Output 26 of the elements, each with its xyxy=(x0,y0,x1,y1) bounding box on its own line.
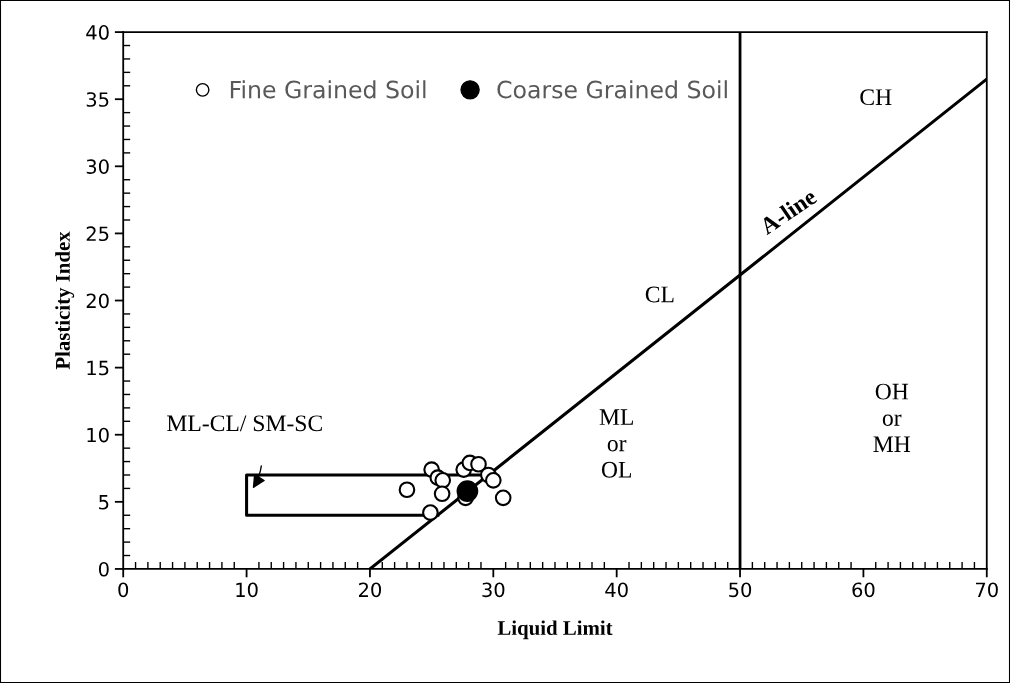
y-tick-label: 30 xyxy=(86,159,109,174)
y-tick-label: 5 xyxy=(99,495,109,510)
x-tick-label: 10 xyxy=(236,582,258,598)
x-tick-label: 0 xyxy=(118,582,129,598)
legend-label: Coarse Grained Soil xyxy=(497,80,727,99)
y-tick-label: 35 xyxy=(86,92,109,107)
annotation: CL xyxy=(645,286,674,303)
x-tick-label: 60 xyxy=(852,582,875,598)
annotation: ML-CL/ SM-SC xyxy=(167,415,322,432)
annotation: ML or OL xyxy=(599,409,633,478)
annotation: OH or MH xyxy=(873,383,911,452)
y-tick-label: 15 xyxy=(87,360,109,376)
x-tick-label: 30 xyxy=(482,582,505,598)
x-axis-title: Liquid Limit xyxy=(497,620,613,640)
y-axis-title: Plasticity Index xyxy=(55,231,75,370)
x-tick-label: 20 xyxy=(359,582,382,598)
y-tick-label: 20 xyxy=(86,293,109,309)
y-tick-label: 0 xyxy=(98,561,109,577)
y-tick-label: 40 xyxy=(86,25,109,40)
x-tick-label: 50 xyxy=(729,582,752,598)
y-tick-label: 25 xyxy=(86,226,109,242)
y-tick-label: 10 xyxy=(87,427,109,443)
x-tick-label: 70 xyxy=(975,582,998,598)
annotation: CH xyxy=(860,89,892,106)
legend-label: Fine Grained Soil xyxy=(230,80,426,99)
x-tick-label: 40 xyxy=(605,582,628,598)
